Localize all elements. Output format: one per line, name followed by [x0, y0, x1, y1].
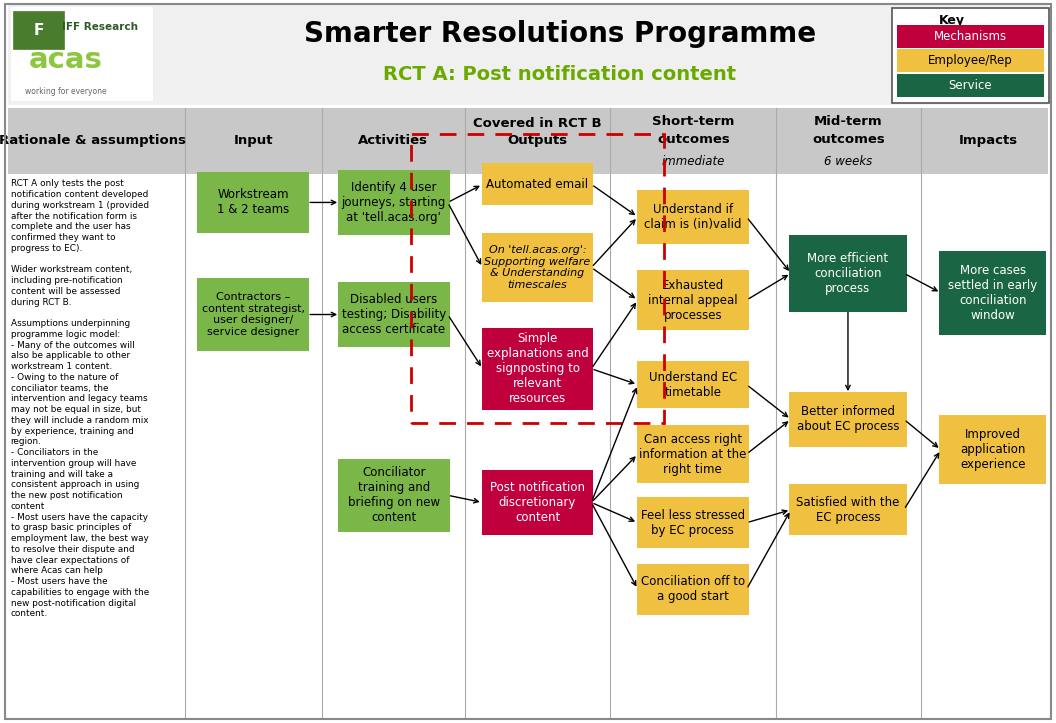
FancyBboxPatch shape: [892, 8, 1049, 103]
FancyBboxPatch shape: [637, 564, 749, 615]
Text: Covered in RCT B: Covered in RCT B: [473, 117, 602, 130]
Text: 6 weeks: 6 weeks: [825, 155, 872, 168]
FancyBboxPatch shape: [790, 392, 906, 447]
Text: Service: Service: [948, 79, 993, 92]
Text: Automated email: Automated email: [487, 178, 588, 191]
Text: acas: acas: [29, 46, 102, 74]
FancyBboxPatch shape: [482, 470, 593, 535]
Text: Impacts: Impacts: [959, 134, 1018, 147]
Text: Key: Key: [939, 14, 965, 27]
Text: Mechanisms: Mechanisms: [934, 30, 1007, 43]
FancyBboxPatch shape: [897, 49, 1044, 72]
Text: Input: Input: [233, 134, 274, 147]
FancyBboxPatch shape: [790, 484, 906, 535]
FancyBboxPatch shape: [637, 270, 749, 330]
FancyBboxPatch shape: [482, 233, 593, 302]
Text: Identify 4 user
journeys, starting
at 'tell.acas.org': Identify 4 user journeys, starting at 't…: [342, 181, 446, 224]
Text: Short-term: Short-term: [652, 115, 735, 128]
FancyBboxPatch shape: [11, 7, 153, 101]
Text: Improved
application
experience: Improved application experience: [960, 428, 1025, 471]
FancyBboxPatch shape: [8, 174, 1048, 717]
Text: outcomes: outcomes: [657, 132, 730, 145]
FancyBboxPatch shape: [637, 424, 749, 483]
Text: Activities: Activities: [358, 134, 429, 147]
FancyBboxPatch shape: [637, 190, 749, 244]
Text: IFF Research: IFF Research: [62, 22, 138, 32]
Text: Rationale & assumptions: Rationale & assumptions: [0, 134, 186, 147]
FancyBboxPatch shape: [338, 169, 450, 236]
FancyBboxPatch shape: [637, 497, 749, 548]
Text: More cases
settled in early
conciliation
window: More cases settled in early conciliation…: [948, 264, 1037, 322]
FancyBboxPatch shape: [8, 108, 1048, 174]
Text: More efficient
conciliation
process: More efficient conciliation process: [808, 252, 888, 295]
Text: Employee/Rep: Employee/Rep: [928, 54, 1013, 67]
Text: Understand if
claim is (in)valid: Understand if claim is (in)valid: [644, 203, 741, 231]
FancyBboxPatch shape: [338, 458, 450, 531]
Text: Outputs: Outputs: [508, 134, 567, 147]
Text: Disabled users
testing; Disability
access certificate: Disabled users testing; Disability acces…: [342, 293, 446, 336]
Text: Mid-term: Mid-term: [814, 115, 883, 128]
FancyBboxPatch shape: [482, 163, 593, 205]
Text: Post notification
discretionary
content: Post notification discretionary content: [490, 481, 585, 524]
Text: Satisfied with the
EC process: Satisfied with the EC process: [796, 496, 900, 523]
Text: Exhausted
internal appeal
processes: Exhausted internal appeal processes: [648, 278, 737, 322]
Text: working for everyone: working for everyone: [24, 87, 107, 96]
Text: immediate: immediate: [661, 155, 725, 168]
FancyBboxPatch shape: [940, 251, 1045, 335]
FancyBboxPatch shape: [482, 328, 593, 410]
FancyBboxPatch shape: [8, 4, 1048, 105]
Text: Conciliation off to
a good start: Conciliation off to a good start: [641, 576, 744, 603]
Text: Conciliator
training and
briefing on new
content: Conciliator training and briefing on new…: [347, 466, 440, 524]
Text: Can access right
information at the
right time: Can access right information at the righ…: [639, 432, 747, 476]
Text: Simple
explanations and
signposting to
relevant
resources: Simple explanations and signposting to r…: [487, 333, 588, 405]
Text: F: F: [34, 23, 44, 38]
Text: Workstream
1 & 2 teams: Workstream 1 & 2 teams: [218, 189, 289, 216]
Text: Understand EC
timetable: Understand EC timetable: [648, 371, 737, 398]
FancyBboxPatch shape: [897, 74, 1044, 97]
Text: Feel less stressed
by EC process: Feel less stressed by EC process: [641, 509, 744, 536]
FancyBboxPatch shape: [338, 282, 450, 348]
FancyBboxPatch shape: [14, 12, 64, 49]
Text: On 'tell.acas.org':
Supporting welfare
& Understanding
timescales: On 'tell.acas.org': Supporting welfare &…: [485, 245, 590, 290]
Text: Better informed
about EC process: Better informed about EC process: [796, 406, 900, 433]
Text: Contractors –
content strategist,
user designer/
service designer: Contractors – content strategist, user d…: [202, 292, 305, 337]
FancyBboxPatch shape: [197, 278, 309, 351]
Text: RCT A only tests the post
notification content developed
during workstream 1 (pr: RCT A only tests the post notification c…: [11, 179, 149, 618]
FancyBboxPatch shape: [197, 172, 309, 233]
FancyBboxPatch shape: [897, 25, 1044, 48]
Text: RCT A: Post notification content: RCT A: Post notification content: [383, 65, 736, 84]
Text: Smarter Resolutions Programme: Smarter Resolutions Programme: [304, 20, 815, 48]
FancyBboxPatch shape: [940, 415, 1045, 484]
Text: outcomes: outcomes: [812, 132, 885, 145]
FancyBboxPatch shape: [790, 235, 906, 312]
FancyBboxPatch shape: [637, 361, 749, 408]
